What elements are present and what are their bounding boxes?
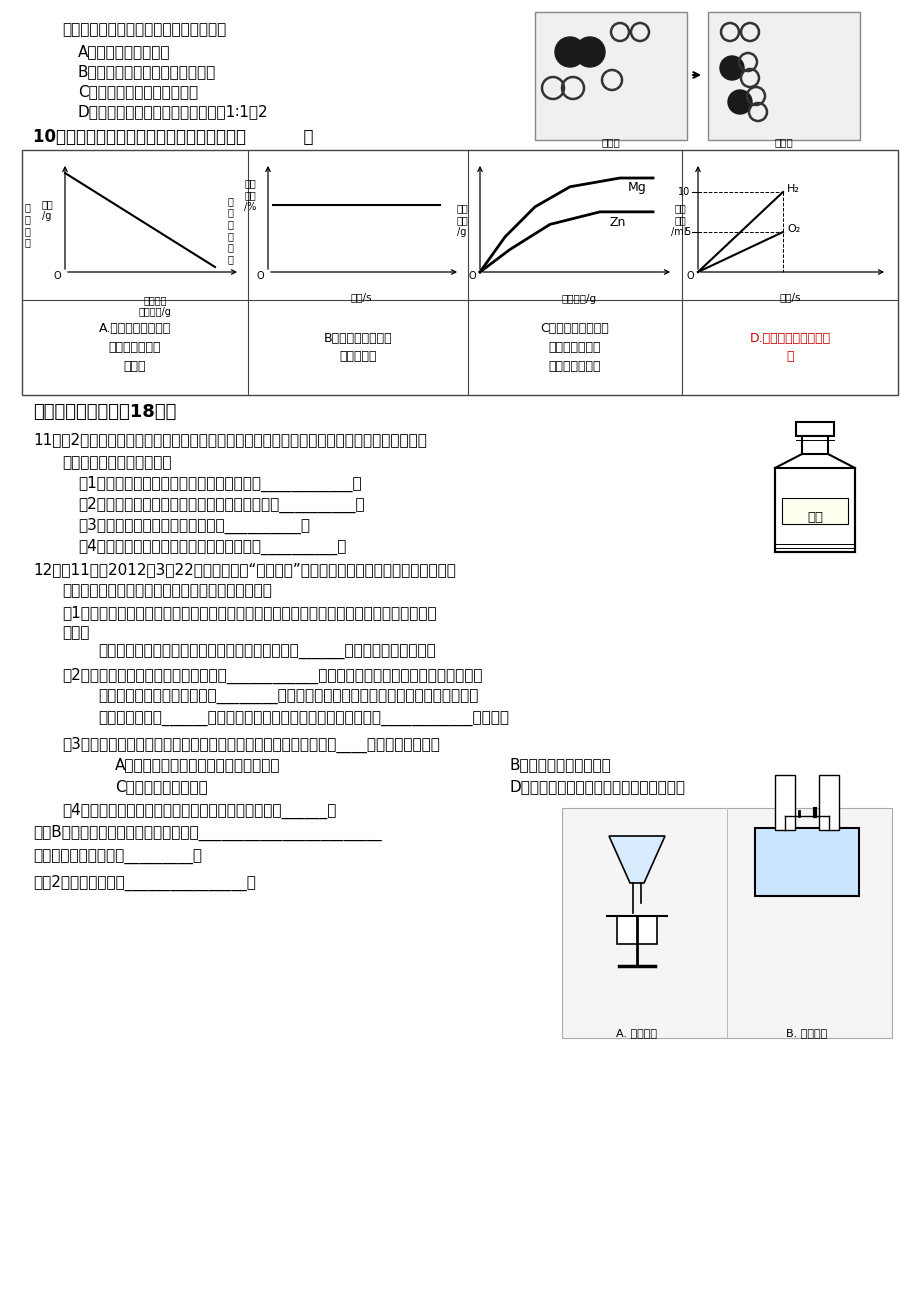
Text: 5: 5 <box>683 227 689 237</box>
Text: 持续发展，我们应爱护水资源，了解水的有关知识。: 持续发展，我们应爱护水资源，了解水的有关知识。 <box>62 582 272 598</box>
Text: O: O <box>256 270 264 281</box>
Text: A.向一定量的二氧化
锄中加入过氧化
氢溶液: A.向一定量的二氧化 锄中加入过氧化 氢溶液 <box>98 322 171 373</box>
Text: 质量
分数
/%: 质量 分数 /% <box>244 178 255 212</box>
Text: A．此反应有单质生成: A．此反应有单质生成 <box>78 44 170 58</box>
Bar <box>754 828 858 896</box>
Text: D.将水通电电解一段时
间: D.将水通电电解一段时 间 <box>749 332 830 364</box>
Text: B. 水的电解: B. 水的电解 <box>786 1028 827 1037</box>
Text: 试管2中得到的气体是________________。: 试管2中得到的气体是________________。 <box>33 875 255 892</box>
Bar <box>535 12 686 140</box>
Bar <box>818 775 838 829</box>
Bar <box>708 12 859 140</box>
Text: 实验B中发生的化学反应用方程式表示为________________________: 实验B中发生的化学反应用方程式表示为______________________… <box>33 826 381 841</box>
Text: 气体
质量
/g: 气体 质量 /g <box>456 203 468 237</box>
Text: H₂: H₂ <box>786 185 799 194</box>
Bar <box>22 150 897 395</box>
Text: 称），: 称）， <box>62 625 89 640</box>
Text: 过氧化氢
溶液质量/g: 过氧化氢 溶液质量/g <box>139 295 171 317</box>
Text: A. 水的过滤: A. 水的过滤 <box>616 1028 657 1037</box>
Text: 反应后: 反应后 <box>774 136 792 147</box>
Bar <box>781 498 847 524</box>
Text: 没有发生改变的微粒是_________，: 没有发生改变的微粒是_________， <box>33 850 202 865</box>
Text: 固
体
中
锄
元
素: 固 体 中 锄 元 素 <box>227 196 233 264</box>
Text: B．不间断地放水洗衣服: B．不间断地放水洗衣服 <box>509 757 611 772</box>
Text: 请用正确的化学用语填空：: 请用正确的化学用语填空： <box>62 455 171 471</box>
Text: C．不间断地放水刷牙: C．不间断地放水刷牙 <box>115 779 208 794</box>
Text: 溶液: 溶液 <box>806 511 823 524</box>
Text: 11．（2分）右图表示一甁氯化钒溶液（氯化钒是由离子构成的，由钒离子和氯离子构成的），: 11．（2分）右图表示一甁氯化钒溶液（氯化钒是由离子构成的，由钒离子和氯离子构成… <box>33 432 426 447</box>
Text: O₂: O₂ <box>786 224 800 234</box>
Text: A．将淤米水、洗菜水用来浇花、冲厕所: A．将淤米水、洗菜水用来浇花、冲厕所 <box>115 757 280 772</box>
Text: （3）标出溶剂水中氢元素的化合价__________；: （3）标出溶剂水中氢元素的化合价__________； <box>78 517 310 534</box>
Bar <box>795 422 834 436</box>
Circle shape <box>727 90 751 114</box>
Bar <box>801 436 827 454</box>
Text: （2）为判断所得水样是硬水还是软水，____________检验。水的硬度过大会影响生产和生活，: （2）为判断所得水样是硬水还是软水，____________检验。水的硬度过大会… <box>62 668 482 684</box>
Polygon shape <box>608 836 664 883</box>
Text: 质量
/g: 质量 /g <box>41 199 52 221</box>
Text: 反应前: 反应前 <box>601 136 619 147</box>
Text: 最高的水，可用______的方法，如果想知道水样的酸碱度，则可用____________来测定。: 最高的水，可用______的方法，如果想知道水样的酸碱度，则可用________… <box>98 712 508 727</box>
Text: O: O <box>686 270 693 281</box>
Bar <box>562 809 891 1037</box>
Text: 除去固体小飗粒。再向滤液中加入活性炭，利用其______性除去颜色和异味等。: 除去固体小飗粒。再向滤液中加入活性炭，利用其______性除去颜色和异味等。 <box>98 645 436 660</box>
Text: D．参加反应的两种分子的个数比为1∶1：2: D．参加反应的两种分子的个数比为1∶1：2 <box>78 104 268 120</box>
Circle shape <box>720 56 743 81</box>
Text: （1）写出溶质氯化钒中金属元素的元素符号____________；: （1）写出溶质氯化钒中金属元素的元素符号____________； <box>78 476 361 493</box>
Bar <box>774 775 794 829</box>
Text: 10．下列图像能正确反映对应变化关系的是（          ）: 10．下列图像能正确反映对应变化关系的是（ ） <box>33 127 313 146</box>
Text: （4）右图所示的两个实验中，发生物理变化的是实验______；: （4）右图所示的两个实验中，发生物理变化的是实验______； <box>62 803 336 819</box>
Text: C．图中生成物全部是化合物: C．图中生成物全部是化合物 <box>78 84 198 99</box>
Text: D．现代农田和园林采用喷灘、滴灘等方式: D．现代农田和园林采用喷灘、滴灘等方式 <box>509 779 686 794</box>
Text: 10: 10 <box>677 187 689 198</box>
Text: （1）取一浑浊的水样，向其中加入明蒙搂拌溶解，静置一段时间后，进行＿＿＿（填操作名: （1）取一浑浊的水样，向其中加入明蒙搂拌溶解，静置一段时间后，进行＿＿＿（填操作… <box>62 604 437 620</box>
Text: Zn: Zn <box>609 217 626 230</box>
Text: 气体
体积
/mL: 气体 体积 /mL <box>670 203 688 237</box>
Text: B．加热一定量的高
锄酸鿨固体: B．加热一定量的高 锄酸鿨固体 <box>323 332 391 364</box>
Text: （2）写出氯化钒溶液中大量存在的阴离子的符号__________；: （2）写出氯化钒溶液中大量存在的阴离子的符号__________； <box>78 497 364 514</box>
Text: O: O <box>468 270 475 281</box>
Bar <box>774 468 854 552</box>
Text: O: O <box>53 270 61 281</box>
Text: 二
氧
化
锄: 二 氧 化 锄 <box>24 203 30 247</box>
Circle shape <box>554 36 584 68</box>
Text: 金属质量/g: 金属质量/g <box>561 294 596 304</box>
Text: C．向两份完全相同
的稀盐酸中分别
加入锥粉、镁粉: C．向两份完全相同 的稀盐酸中分别 加入锥粉、镁粉 <box>540 322 608 373</box>
Text: （3）爱护水资源，节约用水是全社会的责任，应提倡以下方式中的____（填字母序号）。: （3）爱护水资源，节约用水是全社会的责任，应提倡以下方式中的____（填字母序号… <box>62 737 439 753</box>
Text: 原子。根据图示判断，下列说法错误的是: 原子。根据图示判断，下列说法错误的是 <box>62 22 226 36</box>
Text: B．原子在化学变化中是不可分的: B．原子在化学变化中是不可分的 <box>78 64 216 79</box>
Text: 12．（11分）2012年3月22日是第二十个“世界水日”。水是生命的源泉，为了人类社会的可: 12．（11分）2012年3月22日是第二十个“世界水日”。水是生命的源泉，为了… <box>33 562 456 577</box>
Text: Mg: Mg <box>628 182 646 195</box>
Text: 时间/s: 时间/s <box>350 292 371 302</box>
Text: 时间/s: 时间/s <box>778 292 800 302</box>
Text: （4）写出右图标签的横线上氯化钒的化学式__________。: （4）写出右图标签的横线上氯化钒的化学式__________。 <box>78 540 346 555</box>
Text: 应软化后使用。生活中常采用________的方法将硬水软化。在实验室里若要得到净化程度: 应软化后使用。生活中常采用________的方法将硬水软化。在实验室里若要得到净… <box>98 690 478 705</box>
Text: 二、填空与简答（全18分）: 二、填空与简答（全18分） <box>33 403 176 421</box>
Bar <box>617 916 656 944</box>
Circle shape <box>574 36 605 68</box>
